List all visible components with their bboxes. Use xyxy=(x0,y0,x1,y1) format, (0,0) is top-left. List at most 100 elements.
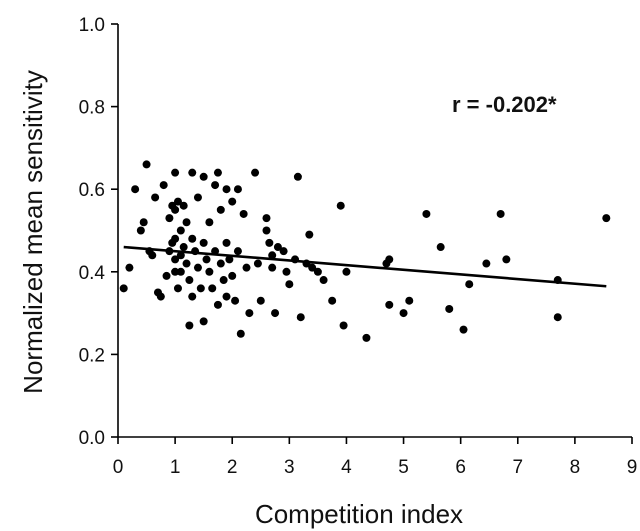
data-point xyxy=(313,267,322,276)
data-point xyxy=(142,160,151,169)
x-tick-label: 4 xyxy=(341,457,352,478)
data-point xyxy=(148,251,157,260)
data-point xyxy=(171,168,180,177)
data-point xyxy=(222,292,231,301)
data-points xyxy=(119,160,611,342)
data-point xyxy=(253,259,262,268)
data-point xyxy=(213,168,222,177)
data-point xyxy=(188,168,197,177)
data-point xyxy=(213,300,222,309)
data-point xyxy=(251,168,260,177)
data-point xyxy=(233,185,242,194)
data-point xyxy=(296,313,305,322)
data-point xyxy=(262,226,271,235)
data-point xyxy=(151,193,160,202)
data-point xyxy=(265,238,274,247)
data-point xyxy=(342,267,351,276)
y-tick-label: 0.6 xyxy=(79,180,105,201)
data-point xyxy=(176,226,185,235)
data-point xyxy=(319,276,328,285)
x-tick-label: 1 xyxy=(170,457,181,478)
data-point xyxy=(188,292,197,301)
data-point xyxy=(193,193,202,202)
data-point xyxy=(173,197,182,206)
y-tick-label: 0.0 xyxy=(79,428,105,449)
data-point xyxy=(136,226,145,235)
data-point xyxy=(173,284,182,293)
data-point xyxy=(285,280,294,289)
correlation-annotation: r = -0.202* xyxy=(452,92,557,117)
data-point xyxy=(305,230,314,239)
y-tick-label: 1.0 xyxy=(79,15,105,36)
y-tick-label: 0.4 xyxy=(79,263,106,284)
x-ticks: 0 1 2 3 4 5 6 7 8 9 xyxy=(113,437,638,478)
data-point xyxy=(171,205,180,214)
data-point xyxy=(242,263,251,272)
x-tick-label: 8 xyxy=(570,457,581,478)
data-point xyxy=(273,243,282,252)
y-ticks: 0.0 0.2 0.4 0.6 0.8 1.0 xyxy=(79,15,118,449)
data-point xyxy=(228,271,237,280)
data-point xyxy=(216,259,225,268)
data-point xyxy=(205,218,214,227)
data-point xyxy=(125,263,134,272)
data-point xyxy=(156,292,165,301)
data-point xyxy=(225,255,234,264)
data-point xyxy=(196,284,205,293)
data-point xyxy=(162,271,171,280)
data-point xyxy=(405,296,414,305)
data-point xyxy=(176,251,185,260)
data-point xyxy=(385,255,394,264)
data-point xyxy=(308,263,317,272)
data-point xyxy=(179,201,188,210)
y-tick-label: 0.8 xyxy=(79,98,105,119)
data-point xyxy=(199,238,208,247)
data-point xyxy=(271,309,280,318)
data-point xyxy=(336,201,345,210)
data-point xyxy=(228,197,237,206)
data-point xyxy=(236,329,245,338)
x-tick-label: 6 xyxy=(455,457,466,478)
data-point xyxy=(222,238,231,247)
data-point xyxy=(205,267,214,276)
data-point xyxy=(553,313,562,322)
data-point xyxy=(139,218,148,227)
data-point xyxy=(222,185,231,194)
data-point xyxy=(219,276,228,285)
data-point xyxy=(131,185,140,194)
data-point xyxy=(188,234,197,243)
data-point xyxy=(231,296,240,305)
data-point xyxy=(176,267,185,276)
data-point xyxy=(362,333,371,342)
x-tick-label: 0 xyxy=(113,457,124,478)
data-point xyxy=(193,263,202,272)
data-point xyxy=(602,214,611,223)
x-tick-label: 9 xyxy=(627,457,638,478)
data-point xyxy=(399,309,408,318)
data-point xyxy=(339,321,348,330)
data-point xyxy=(179,243,188,252)
data-point xyxy=(208,284,217,293)
data-point xyxy=(262,214,271,223)
data-point xyxy=(233,247,242,256)
data-point xyxy=(282,267,291,276)
data-point xyxy=(245,309,254,318)
data-point xyxy=(459,325,468,334)
data-point xyxy=(436,243,445,252)
data-point xyxy=(202,255,211,264)
data-point xyxy=(199,172,208,181)
data-point xyxy=(465,280,474,289)
x-tick-label: 3 xyxy=(284,457,295,478)
data-point xyxy=(165,214,174,223)
data-point xyxy=(119,284,128,293)
data-point xyxy=(239,209,248,218)
x-tick-label: 7 xyxy=(512,457,523,478)
data-point xyxy=(445,304,454,313)
data-point xyxy=(199,317,208,326)
data-point xyxy=(211,181,220,190)
data-point xyxy=(182,259,191,268)
x-tick-label: 5 xyxy=(398,457,409,478)
y-tick-label: 0.2 xyxy=(79,345,105,366)
data-point xyxy=(293,172,302,181)
